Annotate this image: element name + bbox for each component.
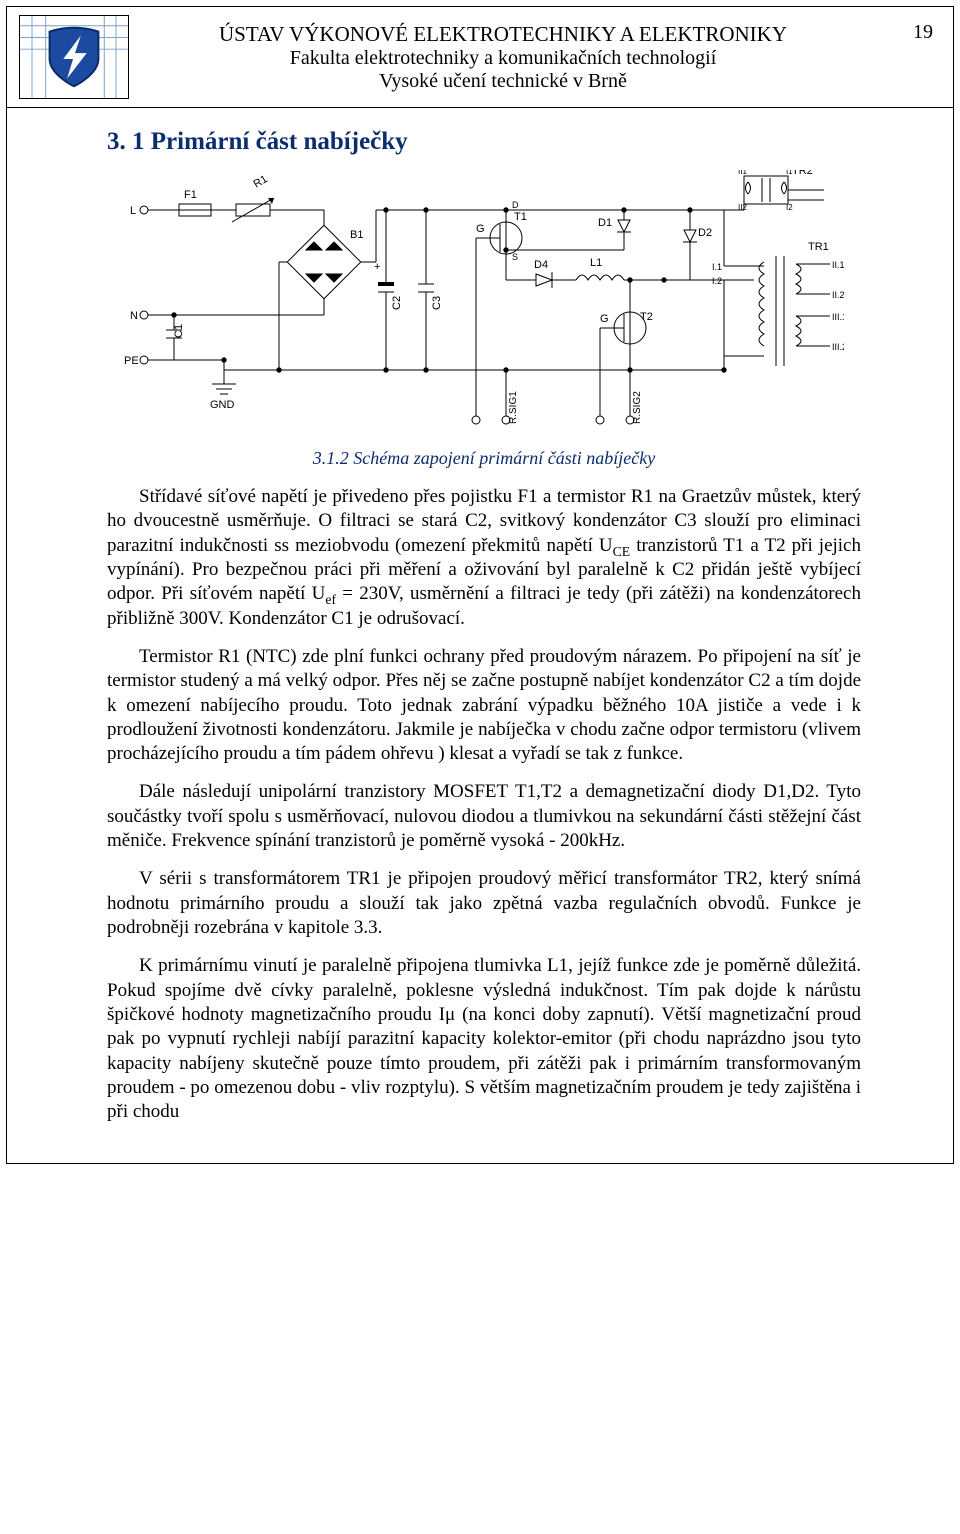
svg-text:S: S xyxy=(512,252,518,262)
svg-text:I.2: I.2 xyxy=(712,276,722,286)
letterhead-line-3: Vysoké učení technické v Brně xyxy=(141,70,865,93)
letterhead-line-1: ÚSTAV VÝKONOVÉ ELEKTROTECHNIKY A ELEKTRO… xyxy=(141,22,865,47)
svg-text:L1: L1 xyxy=(590,257,602,269)
svg-text:R.SIG1: R.SIG1 xyxy=(508,391,519,424)
svg-text:I.1: I.1 xyxy=(712,262,722,272)
svg-text:D2: D2 xyxy=(698,227,712,239)
figure-caption-number: 3.1.2 xyxy=(313,448,349,468)
svg-text:I1: I1 xyxy=(786,170,793,176)
svg-text:C2: C2 xyxy=(391,296,403,310)
svg-text:L: L xyxy=(130,205,136,217)
paragraph-2: Termistor R1 (NTC) zde plní funkci ochra… xyxy=(107,645,861,767)
subscript-ce: CE xyxy=(613,543,630,558)
institution-logo xyxy=(19,15,129,99)
figure-schematic: L N PE F1 xyxy=(107,170,861,438)
svg-text:G: G xyxy=(600,313,609,325)
shield-bolt-icon xyxy=(20,16,128,98)
svg-text:GND: GND xyxy=(210,399,235,411)
svg-text:I2: I2 xyxy=(786,203,793,212)
svg-text:TR2: TR2 xyxy=(792,170,813,177)
paragraph-4: V sérii s transformátorem TR1 je připoje… xyxy=(107,867,861,940)
circuit-diagram: L N PE F1 xyxy=(124,170,844,438)
svg-text:D: D xyxy=(512,200,519,210)
paragraph-5: K primárnímu vinutí je paralelně připoje… xyxy=(107,954,861,1124)
svg-text:F1: F1 xyxy=(184,189,197,201)
svg-text:C1: C1 xyxy=(173,324,185,338)
svg-text:G: G xyxy=(476,223,485,235)
paragraph-1: Střídavé síťové napětí je přivedeno přes… xyxy=(107,485,861,631)
svg-text:II.1: II.1 xyxy=(832,260,844,270)
section-title-text: Primární část nabíječky xyxy=(151,128,408,155)
section-heading: 3. 1 Primární část nabíječky xyxy=(107,128,861,156)
svg-text:II2: II2 xyxy=(738,203,747,212)
page: ÚSTAV VÝKONOVÉ ELEKTROTECHNIKY A ELEKTRO… xyxy=(0,6,960,1164)
content: 3. 1 Primární část nabíječky L N PE xyxy=(7,108,953,1125)
svg-text:+: + xyxy=(374,261,380,273)
page-number: 19 xyxy=(877,15,933,44)
svg-text:D1: D1 xyxy=(598,217,612,229)
svg-text:N: N xyxy=(130,310,138,322)
section-number: 3. 1 xyxy=(107,128,145,155)
svg-text:C3: C3 xyxy=(431,296,443,310)
paragraph-3: Dále následují unipolární tranzistory MO… xyxy=(107,780,861,853)
svg-text:T1: T1 xyxy=(514,211,527,223)
letterhead-line-2: Fakulta elektrotechniky a komunikačních … xyxy=(141,47,865,70)
svg-text:III.2: III.2 xyxy=(832,342,844,352)
svg-text:III.1: III.1 xyxy=(832,312,844,322)
svg-text:II1: II1 xyxy=(738,170,747,176)
svg-text:R.SIG2: R.SIG2 xyxy=(632,391,643,424)
figure-caption: 3.1.2 Schéma zapojení primární části nab… xyxy=(107,448,861,469)
svg-text:B1: B1 xyxy=(350,229,363,241)
letterhead: ÚSTAV VÝKONOVÉ ELEKTROTECHNIKY A ELEKTRO… xyxy=(7,7,953,108)
svg-text:TR1: TR1 xyxy=(808,241,829,253)
page-border: ÚSTAV VÝKONOVÉ ELEKTROTECHNIKY A ELEKTRO… xyxy=(6,6,954,1164)
letterhead-text: ÚSTAV VÝKONOVÉ ELEKTROTECHNIKY A ELEKTRO… xyxy=(129,22,877,93)
svg-text:D4: D4 xyxy=(534,259,548,271)
svg-text:R1: R1 xyxy=(252,173,270,190)
subscript-ef: ef xyxy=(325,592,336,607)
svg-text:II.2: II.2 xyxy=(832,290,844,300)
svg-text:T2: T2 xyxy=(640,311,653,323)
svg-text:PE: PE xyxy=(124,355,139,367)
figure-caption-text: Schéma zapojení primární části nabíječky xyxy=(353,448,655,468)
